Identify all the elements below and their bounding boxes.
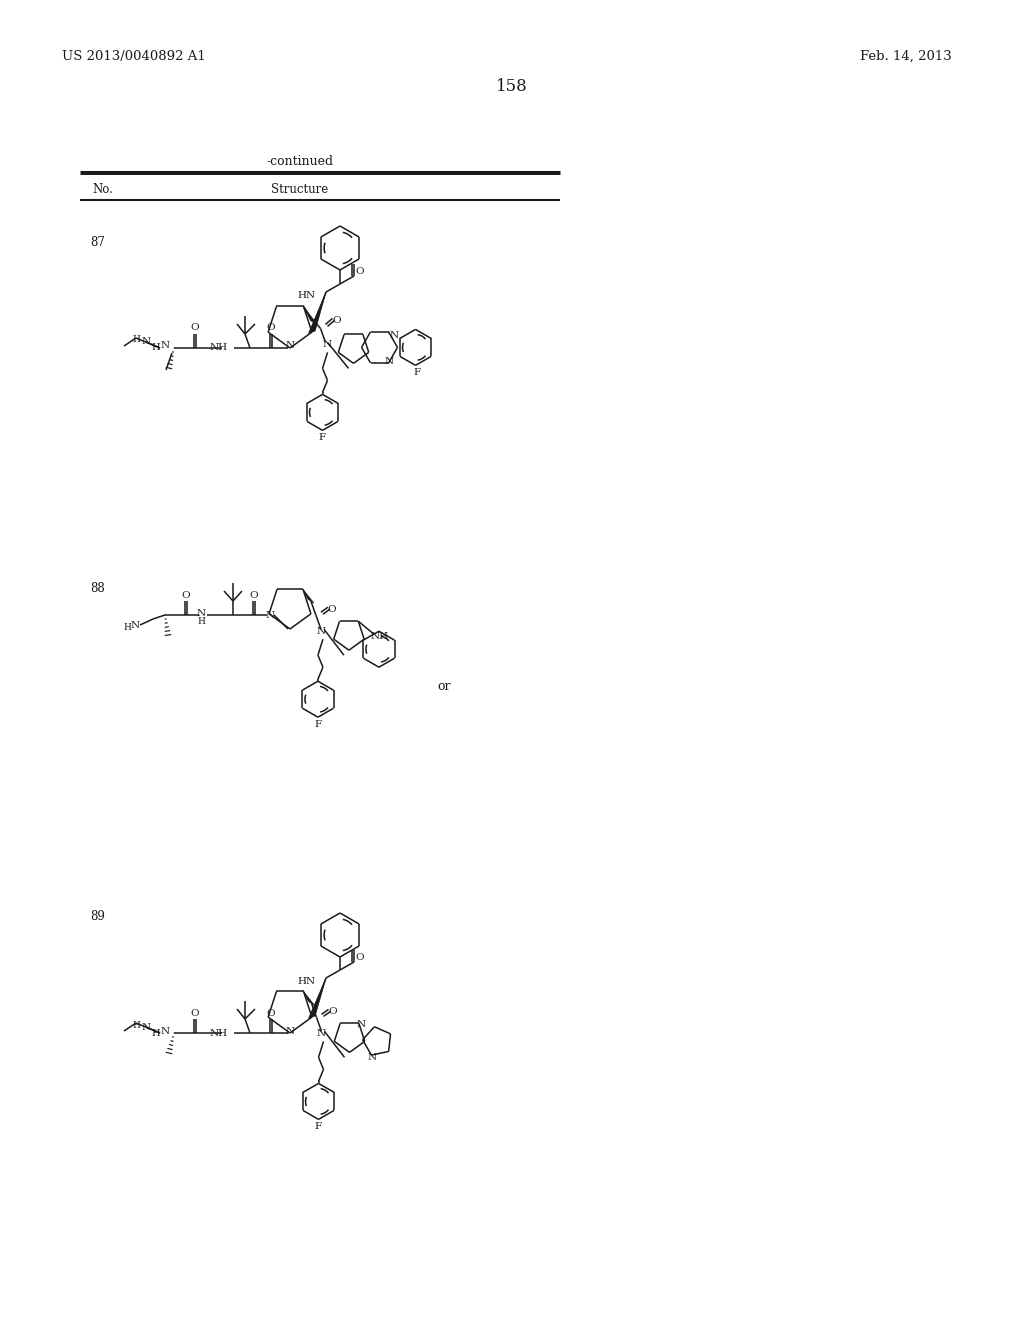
Text: O: O [355,268,365,276]
Text: N: N [286,1027,295,1035]
Text: N: N [317,1028,326,1038]
Text: F: F [414,368,421,378]
Text: O: O [181,590,190,599]
Text: N: N [161,342,170,351]
Text: O: O [328,605,336,614]
Text: N: N [141,338,151,346]
Text: O: O [332,315,341,325]
Text: O: O [190,1008,200,1018]
Polygon shape [303,589,313,603]
Polygon shape [308,292,326,333]
Text: NH: NH [210,1028,228,1038]
Text: HN: HN [298,290,316,300]
Polygon shape [303,991,314,1006]
Text: 89: 89 [90,909,104,923]
Text: 87: 87 [90,236,104,249]
Text: N: N [368,1053,377,1061]
Text: O: O [250,590,258,599]
Text: N: N [316,627,326,636]
Text: H: H [152,1028,161,1038]
Text: N: N [286,342,295,351]
Text: H: H [197,616,205,626]
Text: F: F [314,719,322,729]
Text: O: O [266,323,275,333]
Text: 158: 158 [496,78,528,95]
Text: O: O [329,1007,337,1016]
Text: 88: 88 [90,582,104,595]
Text: NH: NH [210,343,228,352]
Text: O: O [355,953,365,962]
Text: O: O [266,1008,275,1018]
Text: H: H [123,623,131,631]
Text: O: O [190,323,200,333]
Text: HN: HN [298,977,316,986]
Text: N: N [141,1023,151,1031]
Text: N: N [323,339,332,348]
Text: Feb. 14, 2013: Feb. 14, 2013 [860,50,951,63]
Text: N: N [130,620,139,630]
Text: H: H [132,335,140,345]
Text: N: N [197,609,206,618]
Text: -continued: -continued [266,154,334,168]
Text: Structure: Structure [271,183,329,195]
Text: No.: No. [92,183,113,195]
Text: N: N [161,1027,170,1035]
Text: N: N [390,331,399,339]
Text: N: N [265,610,274,619]
Polygon shape [303,306,316,325]
Text: US 2013/0040892 A1: US 2013/0040892 A1 [62,50,206,63]
Text: H: H [132,1020,140,1030]
Text: F: F [315,1122,323,1131]
Text: F: F [318,433,326,442]
Text: NH: NH [371,632,389,640]
Text: H: H [152,343,161,352]
Text: N: N [357,1020,367,1028]
Polygon shape [308,978,326,1018]
Text: N: N [385,356,394,366]
Text: or: or [437,680,451,693]
